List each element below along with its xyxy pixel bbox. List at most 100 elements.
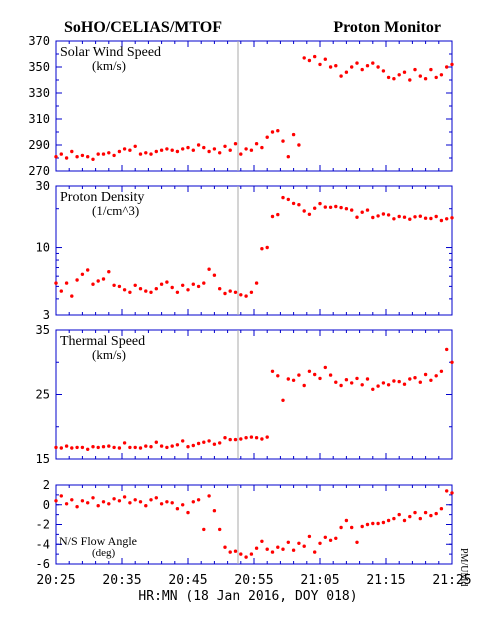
y-tick-label: 270 [28,164,50,178]
data-point [54,155,58,159]
data-point [181,503,185,507]
data-point [133,283,137,287]
data-point [154,287,158,291]
data-point [80,445,85,450]
data-point [397,214,401,219]
data-point [244,555,248,559]
data-point [86,447,90,451]
data-point [218,151,222,155]
data-point [397,73,401,77]
data-point [54,445,58,450]
data-point [334,536,338,540]
data-point [397,379,401,384]
data-point [360,210,364,214]
data-point [418,380,422,384]
data-point [117,149,122,154]
data-point [112,497,116,501]
data-point [445,489,449,493]
data-point [149,152,153,156]
data-point [181,147,185,151]
data-point [218,441,222,445]
data-point [196,284,201,289]
data-point [439,507,444,511]
data-point [228,148,232,152]
data-point [196,441,201,446]
data-point [165,445,169,450]
data-point [281,139,285,143]
data-point [96,504,100,508]
data-point [439,218,444,223]
data-point [202,440,206,444]
data-point [228,289,232,293]
y-tick-label: 10 [36,241,50,255]
data-point [392,516,396,521]
panel-1: 270 290 310 330 350 370 Solar Wind Speed(km/s) [28,34,454,178]
data-point [207,494,211,498]
data-point [165,280,169,284]
x-tick-label: 21:15 [366,573,405,588]
data-point [307,534,312,539]
data-point [291,201,296,206]
data-point [302,56,306,60]
data-point [212,442,217,446]
panel-unit: (km/s) [92,347,126,362]
data-point [286,540,290,544]
data-point [59,446,63,450]
data-point [286,197,290,202]
data-point [307,58,312,63]
data-point [91,496,95,500]
data-point [159,502,164,506]
data-point [207,267,211,271]
data-point [313,54,317,59]
data-point [302,383,306,388]
data-point [70,446,74,450]
data-point [122,495,127,499]
data-point [334,380,338,384]
data-point [355,61,359,65]
panel-unit: (1/cm^3) [92,203,139,218]
panel-title: Solar Wind Speed [60,45,161,60]
y-tick-label: 350 [28,60,50,74]
x-tick-label: 20:35 [102,573,141,588]
data-point [423,510,428,515]
data-point [408,78,412,82]
data-point [339,205,343,210]
data-point [228,550,232,554]
data-point [218,527,222,532]
data-point [212,509,217,513]
data-point [376,214,380,218]
data-point [291,548,296,552]
data-point [265,135,269,139]
data-point [186,145,190,150]
data-point [59,152,63,156]
data-point [196,498,201,502]
data-point [101,152,106,156]
data-point [339,525,343,530]
data-point [265,435,269,439]
data-point [128,445,132,450]
data-point [91,157,95,161]
data-point [371,387,375,391]
y-tick-label: 35 [36,323,50,337]
data-point [170,148,174,152]
data-point [276,212,280,217]
data-point [138,446,143,450]
data-point [408,377,412,381]
data-point [344,207,349,211]
data-point [196,143,201,147]
data-point [239,437,243,441]
data-point [223,144,227,148]
data-point [450,62,454,67]
data-point [249,148,254,152]
data-point [260,437,264,441]
data-point [313,372,317,377]
panel-frame [55,484,453,565]
data-point [128,148,132,152]
data-point [233,437,238,442]
data-point [86,268,90,272]
panel-title: Thermal Speed [60,334,145,349]
data-point [138,500,143,504]
data-point [260,247,264,251]
data-point [402,70,407,74]
